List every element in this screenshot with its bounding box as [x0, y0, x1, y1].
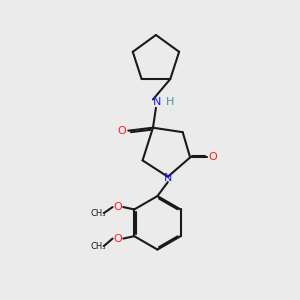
- Text: N: N: [164, 173, 172, 183]
- Text: O: O: [113, 234, 122, 244]
- Text: O: O: [208, 152, 217, 162]
- Text: H: H: [166, 98, 174, 107]
- Text: N: N: [153, 98, 162, 107]
- Text: O: O: [117, 126, 126, 136]
- Text: CH₃: CH₃: [91, 208, 106, 217]
- Text: O: O: [113, 202, 122, 212]
- Text: CH₃: CH₃: [91, 242, 106, 250]
